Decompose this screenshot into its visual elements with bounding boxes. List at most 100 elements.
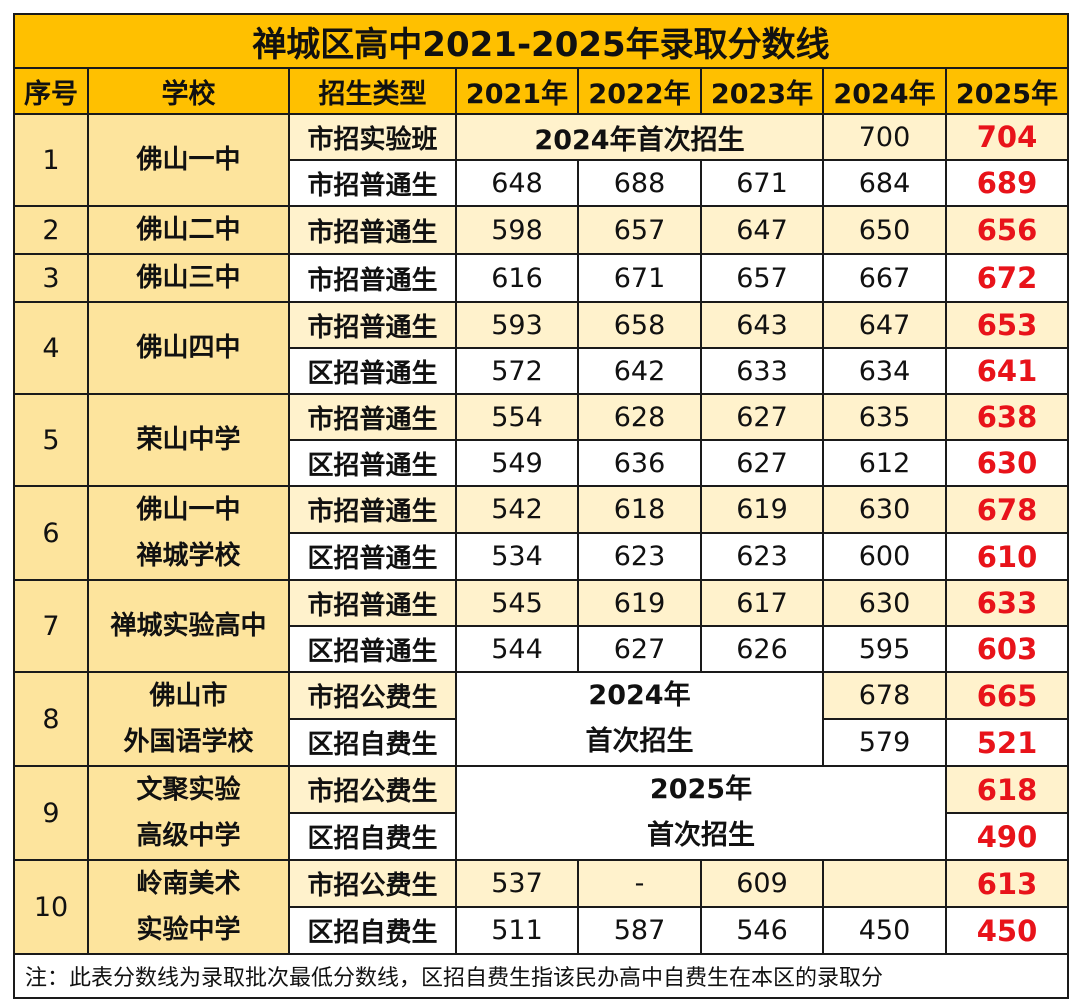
enroll-type: 市招公费生 xyxy=(288,859,457,908)
school-name: 佛山二中 xyxy=(87,205,290,255)
enroll-type: 市招普通生 xyxy=(288,253,457,303)
score-2022: 628 xyxy=(577,393,702,441)
enroll-type: 市招普通生 xyxy=(288,393,457,441)
score-2024: 678 xyxy=(822,671,947,720)
score-2024: 650 xyxy=(822,205,947,255)
table-row: 8 佛山市 外国语学校 市招公费生 2024年 首次招生 678 665 xyxy=(13,671,1069,767)
score-2025: 450 xyxy=(945,906,1069,955)
table-title: 禅城区高中2021-2025年录取分数线 xyxy=(13,13,1069,69)
header-2023: 2023年 xyxy=(700,67,824,115)
score-2025: 704 xyxy=(945,113,1069,161)
score-2021: 537 xyxy=(455,859,579,908)
table-row: 区招自费生 490 xyxy=(14,812,1069,861)
score-2024: 600 xyxy=(822,532,947,581)
score-2023: 657 xyxy=(700,253,824,303)
enroll-type: 市招普通生 xyxy=(288,485,457,534)
table-row: 6 佛山一中 禅城学校 市招普通生 542 618 619 630 678 xyxy=(13,485,1069,581)
score-2024: 579 xyxy=(822,718,947,767)
enroll-type: 市招公费生 xyxy=(288,671,457,720)
score-2025: 638 xyxy=(945,393,1069,441)
score-2025: 610 xyxy=(945,532,1069,581)
school-name-line2: 实验中学 xyxy=(136,915,241,945)
score-2023: 609 xyxy=(700,859,824,908)
admission-score-table: 禅城区高中2021-2025年录取分数线 序号 学校 招生类型 2021年 20… xyxy=(13,13,1069,999)
score-2021: 545 xyxy=(455,579,579,627)
enroll-type: 区招普通生 xyxy=(288,532,457,581)
score-2023: 617 xyxy=(700,579,824,627)
school-name-line1: 佛山市 xyxy=(149,681,228,711)
score-2022: 657 xyxy=(577,205,702,255)
score-2025: 613 xyxy=(945,859,1069,908)
score-2021: 544 xyxy=(455,625,579,673)
enroll-type: 区招普通生 xyxy=(288,347,457,395)
score-2023: 627 xyxy=(700,439,824,487)
row-index: 5 xyxy=(13,393,89,487)
header-2024: 2024年 xyxy=(822,67,947,115)
school-name: 禅城实验高中 xyxy=(87,579,290,673)
score-2025: 490 xyxy=(945,812,1069,861)
table-row: 区招普通生 572 642 633 634 641 xyxy=(14,347,1069,395)
header-index: 序号 xyxy=(13,67,89,115)
score-2025: 633 xyxy=(945,579,1069,627)
table-row: 区招普通生 534 623 623 600 610 xyxy=(14,532,1069,581)
score-2025: 618 xyxy=(945,765,1069,814)
score-2024: 450 xyxy=(822,906,947,955)
enroll-type: 市招普通生 xyxy=(288,301,457,349)
score-2022: - xyxy=(577,859,702,908)
table-row: 区招自费生 579 521 xyxy=(14,718,1069,767)
header-2022: 2022年 xyxy=(577,67,702,115)
enroll-type: 区招普通生 xyxy=(288,439,457,487)
score-2022: 627 xyxy=(577,625,702,673)
score-2024: 684 xyxy=(822,159,947,207)
table-row: 3 佛山三中 市招普通生 616 671 657 667 672 xyxy=(13,253,1069,303)
table-row: 1 佛山一中 市招实验班 2024年首次招生 700 704 xyxy=(13,113,1069,207)
school-name: 文聚实验 高级中学 xyxy=(87,765,290,861)
enroll-type: 区招自费生 xyxy=(288,718,457,767)
enroll-type: 区招普通生 xyxy=(288,625,457,673)
school-name: 荣山中学 xyxy=(87,393,290,487)
table-row: 10 岭南美术 实验中学 市招公费生 537 - 609 613 xyxy=(13,859,1069,955)
row-index: 3 xyxy=(13,253,89,303)
score-2023: 633 xyxy=(700,347,824,395)
score-2025: 689 xyxy=(945,159,1069,207)
header-2021: 2021年 xyxy=(455,67,579,115)
school-name: 岭南美术 实验中学 xyxy=(87,859,290,955)
score-2024: 700 xyxy=(822,113,947,161)
school-name: 佛山四中 xyxy=(87,301,290,395)
score-2024: 630 xyxy=(822,485,947,534)
enroll-type: 区招自费生 xyxy=(288,812,457,861)
score-2025: 521 xyxy=(945,718,1069,767)
row-index: 6 xyxy=(13,485,89,581)
score-2021: 542 xyxy=(455,485,579,534)
first-enroll-line1: 2025年 xyxy=(649,774,753,805)
enroll-type: 市招普通生 xyxy=(288,579,457,627)
row-index: 1 xyxy=(13,113,89,207)
score-2024: 647 xyxy=(822,301,947,349)
score-2021: 598 xyxy=(455,205,579,255)
score-2024: 635 xyxy=(822,393,947,441)
table-row: 5 荣山中学 市招普通生 554 628 627 635 638 xyxy=(13,393,1069,487)
table-row: 4 佛山四中 市招普通生 593 658 643 647 653 xyxy=(13,301,1069,395)
first-enroll-note: 2025年 首次招生 xyxy=(455,765,947,861)
school-name: 佛山三中 xyxy=(87,253,290,303)
row-index: 7 xyxy=(13,579,89,673)
school-name-line2: 禅城学校 xyxy=(136,541,241,571)
score-2024: 634 xyxy=(822,347,947,395)
score-2023: 619 xyxy=(700,485,824,534)
first-enroll-note: 2024年首次招生 xyxy=(455,113,824,161)
footnote: 注：此表分数线为录取批次最低分数线，区招自费生指该民办高中自费生在本区的录取分 xyxy=(13,953,1069,999)
row-index: 10 xyxy=(13,859,89,955)
table-row: 市招普通生 648 688 671 684 689 xyxy=(14,159,1069,207)
score-2025: 641 xyxy=(945,347,1069,395)
header-row: 序号 学校 招生类型 2021年 2022年 2023年 2024年 2025年 xyxy=(13,67,1069,115)
header-school: 学校 xyxy=(87,67,290,115)
score-2021: 549 xyxy=(455,439,579,487)
score-2025: 672 xyxy=(945,253,1069,303)
score-2021: 534 xyxy=(455,532,579,581)
score-2021: 511 xyxy=(455,906,579,955)
score-2021: 648 xyxy=(455,159,579,207)
school-name-line1: 岭南美术 xyxy=(136,869,241,899)
score-2022: 618 xyxy=(577,485,702,534)
score-2021: 616 xyxy=(455,253,579,303)
row-index: 8 xyxy=(13,671,89,767)
